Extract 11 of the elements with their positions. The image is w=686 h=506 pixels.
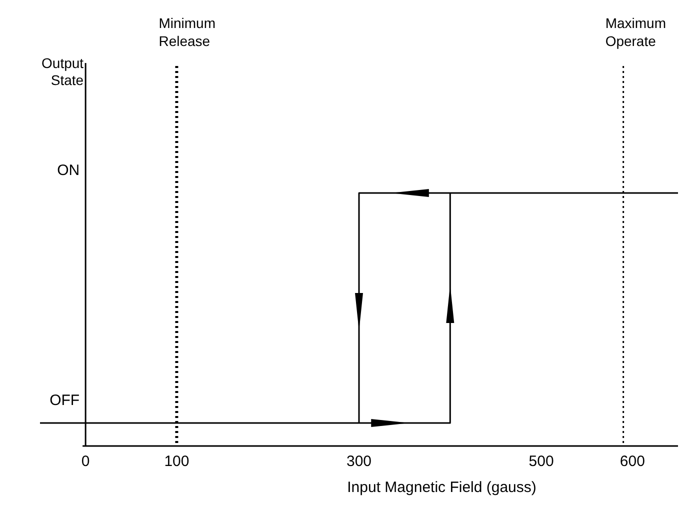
text: ON [57,162,80,179]
x-tick-label: 300 [346,453,372,470]
ref-line-label: Maximum Operate [605,15,666,49]
x-tick-label: 600 [620,453,645,470]
annotation: OFF [50,392,80,409]
ref-line-label: Minimum Release [158,15,216,49]
text: Output State [42,55,84,88]
x-tick-label: 500 [528,453,554,470]
x-tick-label: 0 [81,453,90,470]
x-tick-label: 100 [164,453,190,470]
x-axis-title: Input Magnetic Field (gauss) [347,479,536,496]
